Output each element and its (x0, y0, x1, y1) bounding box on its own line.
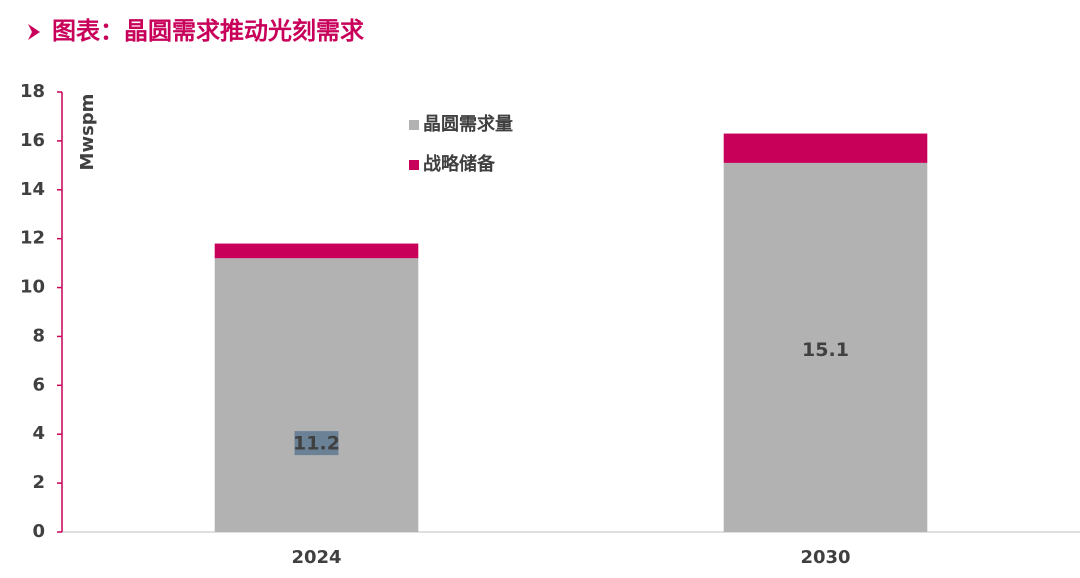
x-tick-label: 2030 (800, 547, 850, 568)
y-tick-label: 12 (20, 228, 45, 249)
y-tick-label: 18 (20, 81, 45, 102)
legend-label: 战略储备 (423, 153, 496, 175)
legend-label: 晶圆需求量 (423, 113, 513, 135)
y-tick-label: 10 (20, 277, 45, 298)
y-tick-label: 8 (32, 325, 45, 346)
x-tick-label: 2024 (291, 547, 341, 568)
y-tick-label: 14 (20, 179, 45, 200)
y-tick-label: 4 (32, 423, 45, 444)
label-highlight (294, 431, 339, 456)
bar-segment (214, 243, 419, 259)
y-tick-label: 16 (20, 130, 45, 151)
title-arrow (28, 24, 40, 40)
chart-title: 图表：晶圆需求推动光刻需求 (52, 17, 364, 45)
bar-segment (723, 162, 928, 532)
data-label: 15.1 (802, 339, 849, 361)
data-label: 11.2 (293, 433, 340, 455)
y-axis-label: Mwspm (77, 94, 98, 171)
y-tick-label: 6 (32, 374, 45, 395)
bar-segment (214, 258, 419, 532)
y-tick-label: 2 (32, 472, 45, 493)
legend-swatch (409, 160, 419, 170)
y-tick-label: 0 (32, 521, 45, 542)
bar-segment (723, 133, 928, 163)
legend-swatch (409, 120, 419, 130)
